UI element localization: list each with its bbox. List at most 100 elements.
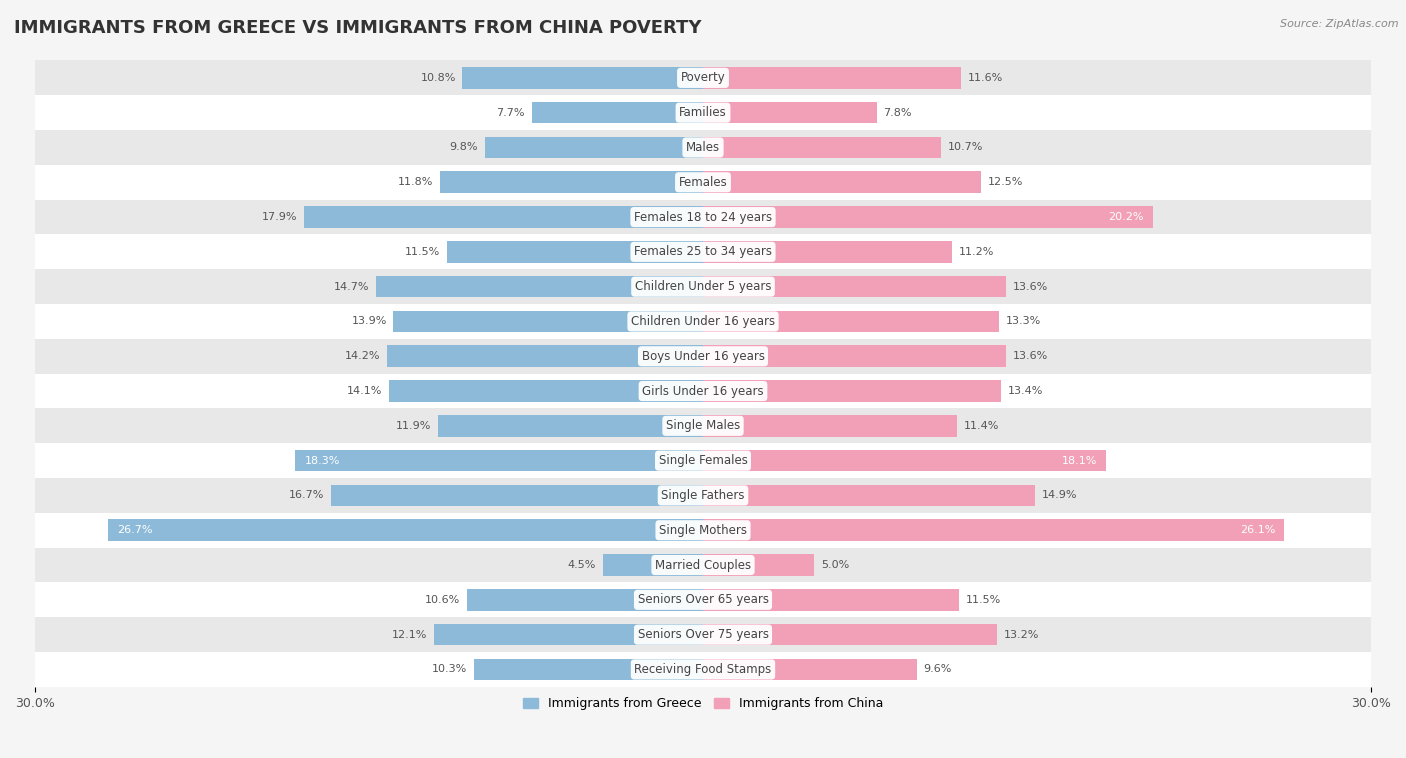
Bar — [35, 513, 1371, 547]
Bar — [703, 449, 1107, 471]
Text: 11.8%: 11.8% — [398, 177, 433, 187]
Bar — [35, 582, 1371, 617]
Bar — [35, 234, 1371, 269]
Text: 14.7%: 14.7% — [333, 282, 368, 292]
Bar — [394, 311, 703, 332]
Text: 10.6%: 10.6% — [425, 595, 460, 605]
Text: Single Females: Single Females — [658, 454, 748, 467]
Text: 4.5%: 4.5% — [568, 560, 596, 570]
Text: 10.7%: 10.7% — [948, 143, 983, 152]
Text: 11.5%: 11.5% — [966, 595, 1001, 605]
Bar — [439, 415, 703, 437]
Text: Females 25 to 34 years: Females 25 to 34 years — [634, 246, 772, 258]
Bar — [35, 617, 1371, 652]
Text: Seniors Over 75 years: Seniors Over 75 years — [637, 628, 769, 641]
Bar — [35, 409, 1371, 443]
Bar — [703, 276, 1005, 297]
Bar — [35, 652, 1371, 687]
Text: 26.7%: 26.7% — [117, 525, 153, 535]
Bar — [603, 554, 703, 576]
Bar — [35, 199, 1371, 234]
Text: 12.5%: 12.5% — [988, 177, 1024, 187]
Text: 13.3%: 13.3% — [1005, 316, 1040, 327]
Text: 10.3%: 10.3% — [432, 665, 467, 675]
Bar — [295, 449, 703, 471]
Bar — [108, 519, 703, 541]
Text: 17.9%: 17.9% — [262, 212, 298, 222]
Text: 11.6%: 11.6% — [967, 73, 1004, 83]
Bar — [463, 67, 703, 89]
Bar — [35, 269, 1371, 304]
Text: 13.2%: 13.2% — [1004, 630, 1039, 640]
Text: Males: Males — [686, 141, 720, 154]
Text: IMMIGRANTS FROM GREECE VS IMMIGRANTS FROM CHINA POVERTY: IMMIGRANTS FROM GREECE VS IMMIGRANTS FRO… — [14, 19, 702, 37]
Bar — [389, 381, 703, 402]
Text: 14.2%: 14.2% — [344, 351, 380, 362]
Legend: Immigrants from Greece, Immigrants from China: Immigrants from Greece, Immigrants from … — [517, 692, 889, 715]
Text: Families: Families — [679, 106, 727, 119]
Bar — [703, 311, 1000, 332]
Bar — [467, 589, 703, 611]
Bar — [35, 547, 1371, 582]
Text: 7.7%: 7.7% — [496, 108, 524, 117]
Text: Seniors Over 65 years: Seniors Over 65 years — [637, 594, 769, 606]
Text: 10.8%: 10.8% — [420, 73, 456, 83]
Text: Single Males: Single Males — [666, 419, 740, 432]
Bar — [35, 165, 1371, 199]
Bar — [387, 346, 703, 367]
Text: Source: ZipAtlas.com: Source: ZipAtlas.com — [1281, 19, 1399, 29]
Bar — [703, 171, 981, 193]
Bar — [35, 478, 1371, 513]
Text: Girls Under 16 years: Girls Under 16 years — [643, 384, 763, 397]
Bar — [703, 589, 959, 611]
Bar — [35, 339, 1371, 374]
Text: Single Mothers: Single Mothers — [659, 524, 747, 537]
Text: 11.5%: 11.5% — [405, 247, 440, 257]
Bar — [703, 102, 877, 124]
Bar — [703, 346, 1005, 367]
Text: 26.1%: 26.1% — [1240, 525, 1275, 535]
Bar — [485, 136, 703, 158]
Bar — [703, 67, 962, 89]
Text: 9.8%: 9.8% — [450, 143, 478, 152]
Text: 20.2%: 20.2% — [1108, 212, 1144, 222]
Text: 13.6%: 13.6% — [1012, 282, 1047, 292]
Text: 13.4%: 13.4% — [1008, 386, 1043, 396]
Bar — [703, 415, 957, 437]
Text: 7.8%: 7.8% — [883, 108, 912, 117]
Text: Receiving Food Stamps: Receiving Food Stamps — [634, 663, 772, 676]
Bar — [703, 519, 1284, 541]
Text: 16.7%: 16.7% — [290, 490, 325, 500]
Bar — [447, 241, 703, 263]
Text: 11.2%: 11.2% — [959, 247, 994, 257]
Bar — [703, 241, 952, 263]
Bar — [35, 96, 1371, 130]
Bar — [703, 659, 917, 680]
Bar — [703, 206, 1153, 228]
Text: 14.1%: 14.1% — [347, 386, 382, 396]
Text: 12.1%: 12.1% — [391, 630, 427, 640]
Bar — [531, 102, 703, 124]
Bar — [703, 554, 814, 576]
Bar — [35, 443, 1371, 478]
Text: Children Under 16 years: Children Under 16 years — [631, 315, 775, 328]
Text: Married Couples: Married Couples — [655, 559, 751, 572]
Text: 13.9%: 13.9% — [352, 316, 387, 327]
Text: Poverty: Poverty — [681, 71, 725, 84]
Bar — [375, 276, 703, 297]
Bar — [304, 206, 703, 228]
Text: 11.9%: 11.9% — [396, 421, 432, 431]
Bar — [35, 61, 1371, 96]
Text: Boys Under 16 years: Boys Under 16 years — [641, 349, 765, 363]
Text: 11.4%: 11.4% — [963, 421, 998, 431]
Bar — [440, 171, 703, 193]
Bar — [35, 374, 1371, 409]
Bar — [35, 304, 1371, 339]
Bar — [433, 624, 703, 645]
Text: 18.3%: 18.3% — [304, 456, 340, 465]
Text: 18.1%: 18.1% — [1062, 456, 1097, 465]
Text: Females 18 to 24 years: Females 18 to 24 years — [634, 211, 772, 224]
Bar — [703, 136, 941, 158]
Text: 5.0%: 5.0% — [821, 560, 849, 570]
Text: Single Fathers: Single Fathers — [661, 489, 745, 502]
